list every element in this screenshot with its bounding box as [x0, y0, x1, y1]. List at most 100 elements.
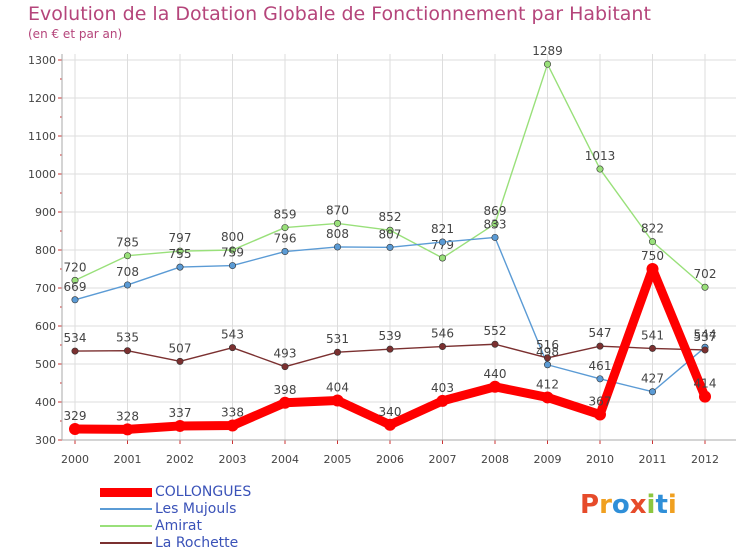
x-tick-label: 2003: [219, 453, 247, 466]
data-label-collongues: 340: [379, 405, 402, 419]
y-tick-label: 900: [35, 206, 56, 219]
data-point-collongues: [69, 422, 81, 435]
legend-swatch-amirat: [100, 525, 152, 527]
data-point-collongues: [699, 390, 711, 403]
data-point-la-rochette: [438, 343, 446, 351]
data-label-les-mujouls: 755: [169, 247, 192, 261]
logo-letter: i: [667, 490, 677, 520]
x-tick-label: 2000: [61, 453, 89, 466]
legend-item-les-mujouls: Les Mujouls: [100, 501, 380, 518]
legend-item-la-rochette: La Rochette: [100, 535, 380, 552]
legend-label-collongues: COLLONGUES: [155, 484, 252, 500]
chart-title: Evolution de la Dotation Globale de Fonc…: [28, 3, 651, 25]
y-tick-label: 1100: [28, 130, 56, 143]
data-point-les-mujouls: [596, 375, 604, 383]
data-label-collongues: 404: [326, 380, 349, 394]
data-label-collongues: 403: [431, 381, 454, 395]
data-label-collongues: 398: [274, 383, 297, 397]
data-point-amirat: [491, 220, 499, 228]
legend-swatch-les-mujouls: [100, 508, 152, 510]
data-point-collongues: [226, 419, 239, 432]
data-point-collongues: [594, 408, 606, 421]
data-label-la-rochette: 535: [116, 331, 139, 345]
data-point-les-mujouls: [176, 263, 184, 271]
x-tick-label: 2010: [586, 453, 614, 466]
data-point-amirat: [596, 165, 604, 173]
data-label-amirat: 702: [694, 267, 717, 281]
data-label-les-mujouls: 821: [431, 222, 454, 236]
data-point-amirat: [333, 219, 341, 227]
data-point-collongues: [436, 394, 449, 407]
y-tick-label: 1200: [28, 92, 56, 105]
data-point-les-mujouls: [281, 248, 289, 256]
data-point-la-rochette: [543, 354, 551, 362]
legend-label-les-mujouls: Les Mujouls: [155, 501, 237, 517]
legend: COLLONGUES Les Mujouls Amirat La Rochette: [100, 484, 380, 552]
data-point-les-mujouls: [71, 296, 79, 304]
data-label-la-rochette: 546: [431, 327, 454, 341]
legend-item-collongues: COLLONGUES: [100, 484, 380, 501]
data-label-la-rochette: 531: [326, 332, 349, 346]
data-label-amirat: 870: [326, 203, 349, 217]
data-point-la-rochette: [386, 345, 394, 353]
legend-label-amirat: Amirat: [155, 518, 202, 534]
y-tick-label: 600: [35, 320, 56, 333]
data-point-les-mujouls: [543, 361, 551, 369]
data-label-amirat: 852: [379, 210, 402, 224]
data-label-collongues: 337: [169, 406, 192, 420]
x-tick-label: 2012: [691, 453, 719, 466]
data-label-la-rochette: 539: [379, 329, 402, 343]
data-point-la-rochette: [176, 357, 184, 365]
y-tick-label: 1000: [28, 168, 56, 181]
proxiti-logo: Proxiti: [580, 490, 677, 520]
data-point-les-mujouls: [648, 388, 656, 396]
data-label-collongues: 412: [536, 377, 559, 391]
data-label-amirat: 1013: [585, 149, 616, 163]
data-label-la-rochette: 543: [221, 328, 244, 342]
data-label-les-mujouls: 427: [641, 372, 664, 386]
data-label-les-mujouls: 669: [64, 280, 87, 294]
data-point-la-rochette: [596, 342, 604, 350]
data-label-collongues: 440: [484, 367, 507, 381]
data-point-amirat: [701, 283, 709, 291]
data-label-la-rochette: 493: [274, 347, 297, 361]
legend-swatch-collongues: [100, 487, 152, 497]
x-tick-label: 2002: [166, 453, 194, 466]
x-tick-label: 2008: [481, 453, 509, 466]
data-point-collongues: [121, 423, 134, 436]
data-point-amirat: [543, 60, 551, 68]
data-point-amirat: [124, 252, 132, 260]
data-label-amirat: 1289: [532, 44, 563, 58]
data-label-les-mujouls: 498: [536, 345, 559, 359]
data-point-les-mujouls: [229, 262, 237, 270]
data-label-la-rochette: 552: [484, 324, 507, 338]
data-label-les-mujouls: 796: [274, 232, 297, 246]
data-point-amirat: [229, 246, 237, 254]
data-point-les-mujouls: [333, 243, 341, 251]
data-point-la-rochette: [701, 346, 709, 354]
x-tick-label: 2005: [324, 453, 352, 466]
data-point-amirat: [386, 226, 394, 234]
data-label-collongues: 750: [641, 249, 664, 263]
legend-swatch-la-rochette: [100, 542, 152, 544]
x-tick-label: 2009: [534, 453, 562, 466]
data-point-collongues: [384, 418, 396, 431]
data-label-la-rochette: 537: [694, 330, 717, 344]
data-label-la-rochette: 507: [169, 341, 192, 355]
data-point-collongues: [541, 391, 554, 404]
data-label-amirat: 720: [64, 260, 87, 274]
data-point-les-mujouls: [438, 238, 446, 246]
data-label-la-rochette: 516: [536, 338, 559, 352]
data-label-collongues: 338: [221, 406, 244, 420]
x-tick-label: 2004: [271, 453, 299, 466]
data-point-amirat: [438, 254, 446, 262]
data-point-collongues: [331, 394, 344, 407]
x-tick-label: 2006: [376, 453, 404, 466]
data-point-amirat: [648, 238, 656, 246]
data-label-la-rochette: 541: [641, 328, 664, 342]
data-point-amirat: [176, 247, 184, 255]
data-label-amirat: 800: [221, 230, 244, 244]
logo-letter: o: [611, 490, 630, 520]
